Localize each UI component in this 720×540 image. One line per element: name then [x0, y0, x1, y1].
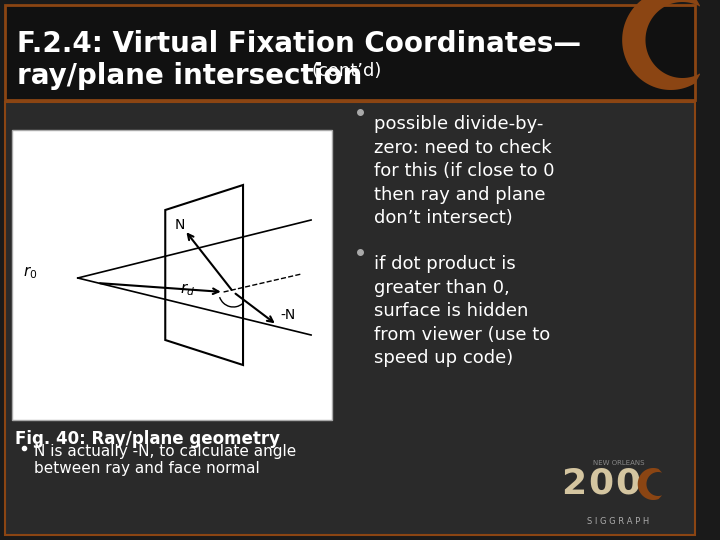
Text: NEW ORLEANS: NEW ORLEANS — [593, 460, 644, 466]
Text: 0: 0 — [588, 467, 613, 501]
Text: 0: 0 — [616, 467, 641, 501]
Text: 2: 2 — [561, 467, 586, 501]
FancyBboxPatch shape — [5, 102, 695, 535]
FancyBboxPatch shape — [5, 5, 695, 100]
Text: N is actually -N, to calculate angle
between ray and face normal: N is actually -N, to calculate angle bet… — [34, 444, 296, 476]
Text: ray/plane intersection: ray/plane intersection — [17, 62, 382, 90]
Text: if dot product is
greater than 0,
surface is hidden
from viewer (use to
speed up: if dot product is greater than 0, surfac… — [374, 255, 551, 367]
Polygon shape — [622, 0, 701, 90]
Text: Fig. 40: Ray/plane geometry: Fig. 40: Ray/plane geometry — [14, 430, 279, 448]
Polygon shape — [638, 468, 662, 500]
Text: possible divide-by-
zero: need to check
for this (if close to 0
then ray and pla: possible divide-by- zero: need to check … — [374, 115, 555, 227]
Text: -N: -N — [280, 308, 295, 322]
FancyBboxPatch shape — [12, 130, 333, 420]
Text: S I G G R A P H: S I G G R A P H — [587, 517, 649, 526]
Text: $r_d$: $r_d$ — [180, 281, 195, 298]
Text: $r_0$: $r_0$ — [23, 265, 37, 281]
Text: F.2.4: Virtual Fixation Coordinates—: F.2.4: Virtual Fixation Coordinates— — [17, 30, 582, 58]
Text: (cont’d): (cont’d) — [311, 62, 382, 80]
Text: N: N — [175, 218, 185, 232]
